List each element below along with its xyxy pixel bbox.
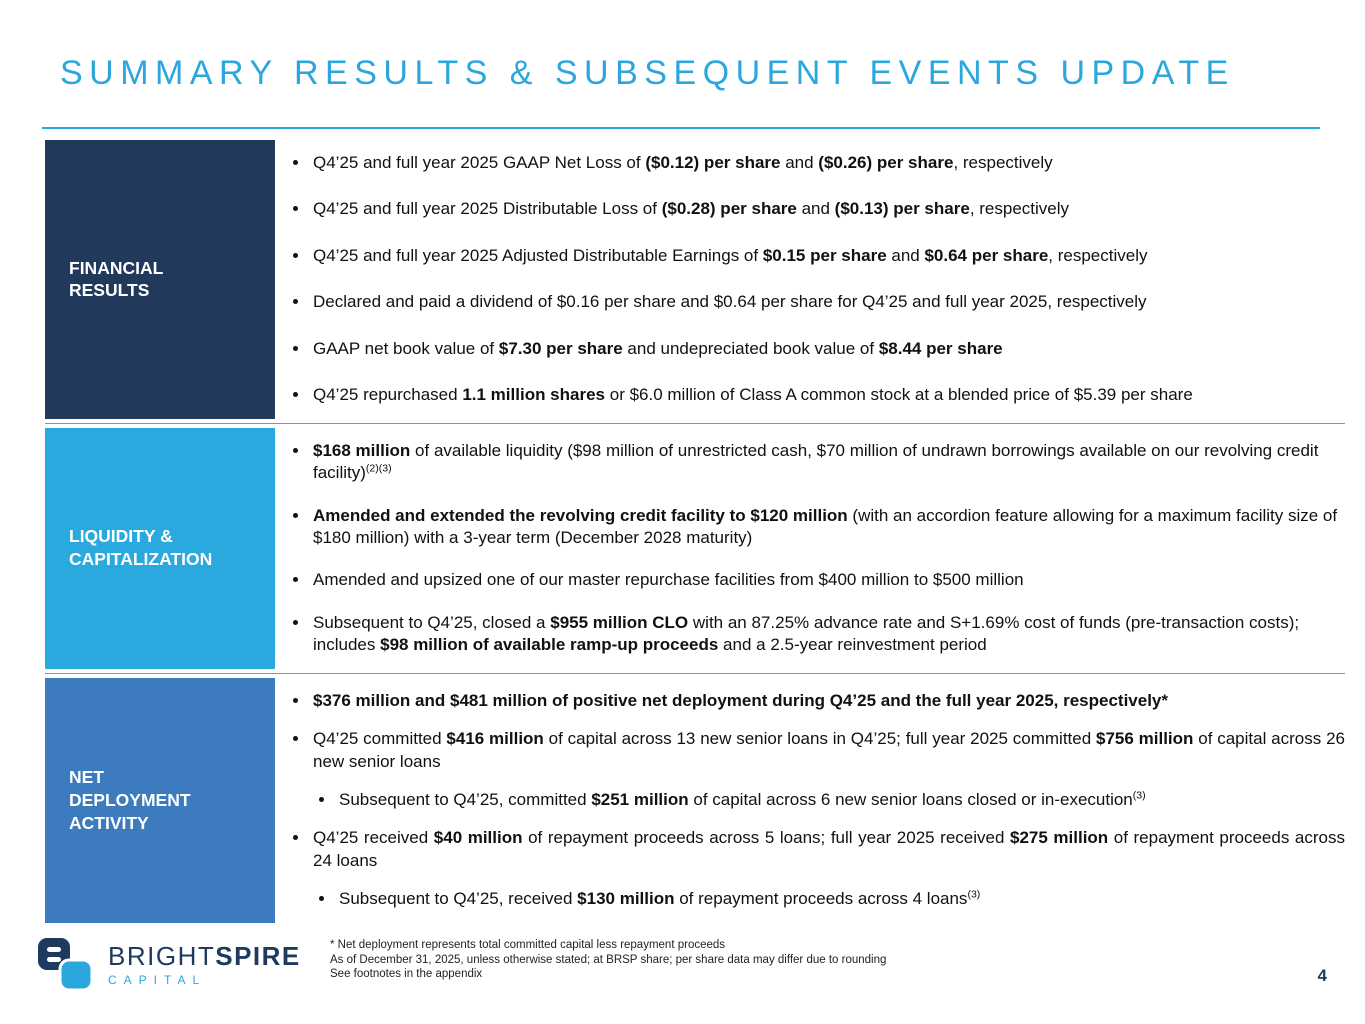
title-rule — [42, 127, 1320, 129]
bullet-item: Q4’25 received $40 million of repayment … — [281, 827, 1345, 872]
section-label: FINANCIAL RESULTS — [45, 140, 275, 419]
section-content: Q4’25 and full year 2025 GAAP Net Loss o… — [275, 140, 1345, 419]
section-row: LIQUIDITY & CAPITALIZATION $168 million of… — [45, 422, 1345, 673]
footnotes: * Net deployment represents total commit… — [330, 938, 886, 982]
bullet-item: Subsequent to Q4’25, received $130 milli… — [281, 888, 1345, 910]
footnote-line: As of December 31, 2025, unless otherwis… — [330, 953, 887, 966]
bullet-item: GAAP net book value of $7.30 per share a… — [281, 338, 1345, 360]
bullet-item: Q4’25 committed $416 million of capital … — [281, 728, 1345, 773]
company-logo: BRIGHTSPIRE CAPITAL — [38, 938, 301, 992]
bullet-item: Q4’25 and full year 2025 Distributable L… — [281, 198, 1345, 220]
section-row: FINANCIAL RESULTS Q4’25 and full year 2025… — [45, 140, 1345, 423]
bullet-item: Subsequent to Q4’25, closed a $955 milli… — [281, 612, 1345, 657]
bullet-item: Q4’25 and full year 2025 GAAP Net Loss o… — [281, 152, 1345, 174]
bullet-item: Declared and paid a dividend of $0.16 pe… — [281, 291, 1345, 313]
bullet-item: Amended and upsized one of our master re… — [281, 569, 1345, 591]
bullet-item: Amended and extended the revolving credi… — [281, 505, 1345, 550]
bullet-item: Q4’25 and full year 2025 Adjusted Distri… — [281, 245, 1345, 267]
page-number: 4 — [1317, 966, 1327, 985]
bullet-item: $376 million and $481 million of positiv… — [281, 690, 1345, 712]
logo-wordmark-subtitle: CAPITAL — [108, 973, 207, 987]
footnote-line: * Net deployment represents total commit… — [330, 939, 726, 951]
page-title: SUMMARY RESULTS & SUBSEQUENT EVENTS UPDA… — [60, 54, 1235, 92]
brightspire-logo-icon — [38, 938, 94, 992]
section-content: $376 million and $481 million of positiv… — [275, 678, 1345, 923]
sections: FINANCIAL RESULTS Q4’25 and full year 2025… — [45, 140, 1345, 927]
logo-wordmark-name: BRIGHTSPIRE — [108, 941, 301, 971]
section-label: NET DEPLOYMENT ACTIVITY — [45, 677, 275, 923]
footnote-line: See footnotes in the appendix — [330, 968, 483, 981]
logo-wordmark: BRIGHTSPIRE CAPITAL — [108, 943, 301, 987]
bullet-item: Q4’25 repurchased 1.1 million shares or … — [281, 384, 1345, 406]
bullet-item: Subsequent to Q4’25, committed $251 mill… — [281, 789, 1345, 811]
section-content: $168 million of available liquidity ($98… — [275, 428, 1345, 669]
section-label: LIQUIDITY & CAPITALIZATION — [45, 427, 275, 669]
section-row: NET DEPLOYMENT ACTIVITY $376 million and $4… — [45, 672, 1345, 927]
bullet-item: $168 million of available liquidity ($98… — [281, 440, 1345, 485]
